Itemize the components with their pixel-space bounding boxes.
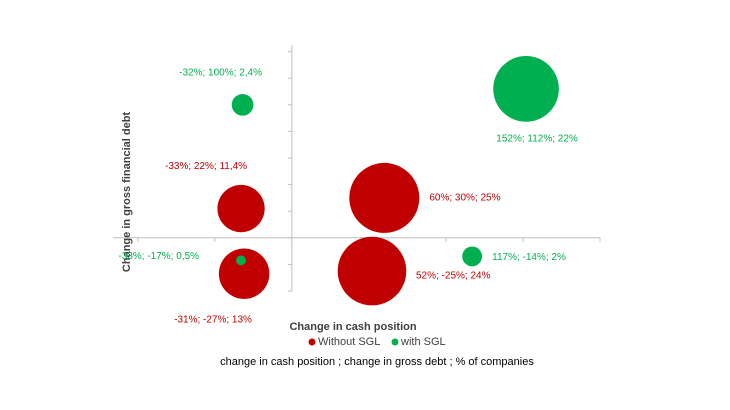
- data-label: -33%; 22%; 11,4%: [165, 161, 247, 172]
- bubble: [349, 162, 420, 233]
- data-label: 60%; 30%; 25%: [429, 193, 500, 204]
- bubble: [462, 246, 483, 267]
- legend-label: with SGL: [400, 336, 446, 348]
- legend-label: Without SGL: [318, 336, 380, 348]
- bubble: [493, 56, 559, 122]
- data-label: 117%; -14%; 2%: [492, 252, 566, 263]
- data-label: 52%; -25%; 24%: [416, 271, 491, 282]
- data-label: 152%; 112%; 22%: [496, 134, 578, 145]
- legend-marker: [308, 338, 316, 346]
- y-axis-title: Change in gross financial debt: [121, 112, 133, 272]
- data-label: -32%; 100%; 2,4%: [179, 67, 262, 78]
- bubble: [231, 93, 254, 116]
- data-label: -31%; -27%; 13%: [174, 314, 252, 325]
- bubble: [236, 255, 246, 266]
- bubble: [217, 184, 265, 233]
- caption: change in cash position ; change in gros…: [220, 356, 534, 368]
- bubble: [337, 236, 407, 306]
- data-label: -33%; -17%; 0,5%: [118, 251, 199, 262]
- x-axis-title: Change in cash position: [289, 321, 416, 333]
- legend-marker: [391, 338, 399, 346]
- bubble: [218, 248, 270, 299]
